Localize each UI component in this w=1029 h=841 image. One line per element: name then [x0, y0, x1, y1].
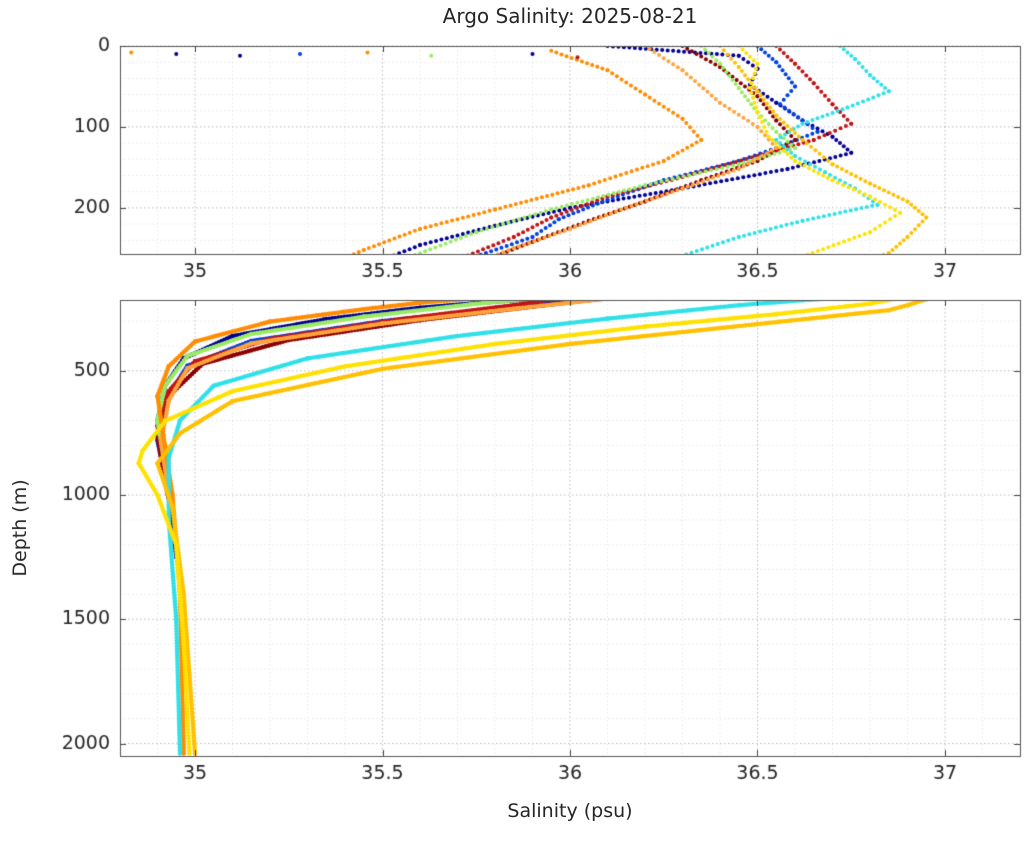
- x-axis-label: Salinity (psu): [507, 800, 633, 822]
